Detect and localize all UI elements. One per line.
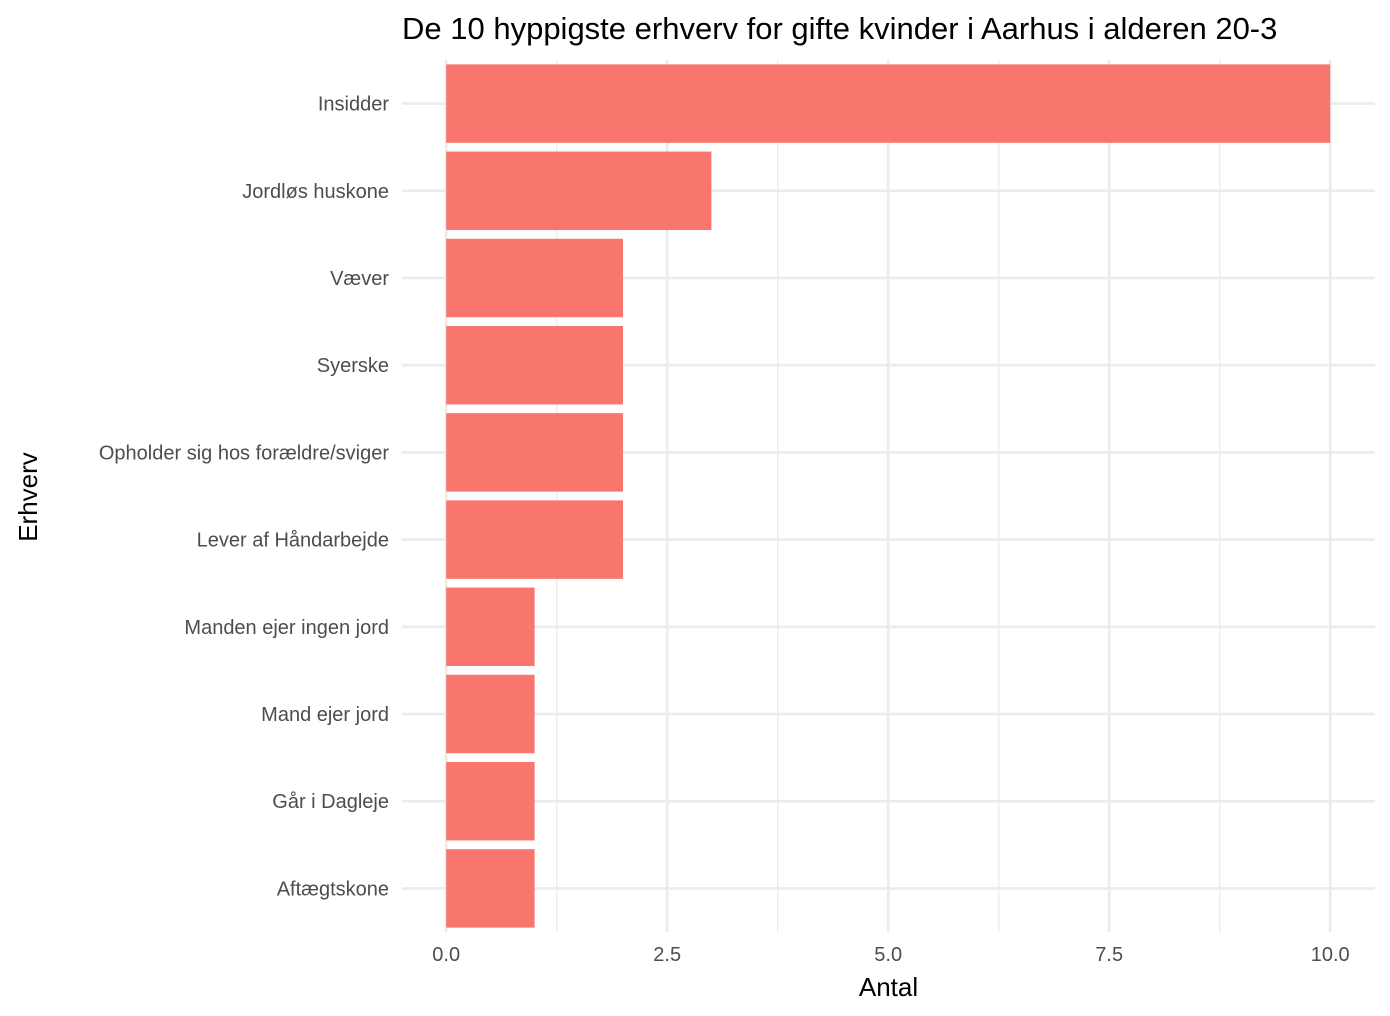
bar-4	[446, 325, 623, 405]
x-tick-label: 0.0	[432, 944, 460, 966]
y-tick-label: Går i Dagleje	[272, 791, 389, 813]
bar-6	[446, 500, 623, 579]
y-tick-label: Syerske	[317, 355, 389, 377]
bar-10	[446, 849, 535, 928]
x-axis-title: Antal	[859, 972, 918, 1002]
bar-3	[446, 238, 623, 318]
y-tick-labels: Insidder Jordløs huskone Væver Syerske Ophol…	[99, 94, 389, 901]
bar-8	[446, 674, 535, 754]
bar-9	[446, 761, 535, 841]
y-tick-label: Jordløs huskone	[242, 181, 389, 203]
x-tick-label: 7.5	[1095, 944, 1123, 966]
chart-title: De 10 hyppigste erhverv for gifte kvinde…	[402, 11, 1277, 46]
bar-2	[446, 151, 712, 231]
x-tick-label: 5.0	[874, 944, 902, 966]
y-tick-label: Lever af Håndarbejde	[197, 530, 389, 552]
y-axis-title: Erhverv	[13, 452, 43, 542]
y-tick-label: Opholder sig hos forældre/sviger	[99, 442, 389, 464]
y-tick-label: Manden ejer ingen jord	[184, 617, 389, 639]
y-tick-label: Aftægtskone	[277, 878, 389, 900]
y-tick-label: Mand ejer jord	[261, 704, 389, 726]
y-tick-label: Væver	[330, 268, 389, 290]
x-tick-label: 10.0	[1311, 944, 1350, 966]
bar-7	[446, 587, 535, 667]
bars	[446, 64, 1331, 928]
y-tick-label: Insidder	[318, 94, 389, 116]
bar-5	[446, 413, 623, 492]
x-tick-label: 2.5	[653, 944, 681, 966]
bar-1	[446, 64, 1331, 143]
x-tick-labels: 0.0 2.5 5.0 7.5 10.0	[432, 944, 1349, 966]
